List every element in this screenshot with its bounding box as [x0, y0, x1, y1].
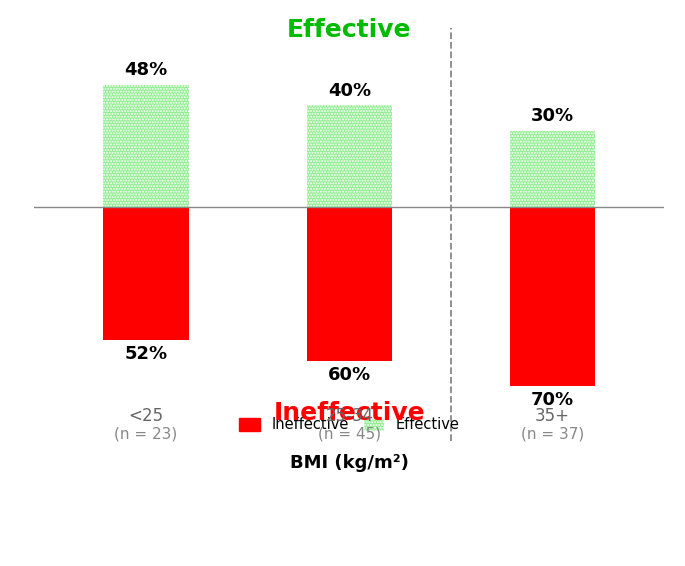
Bar [510, 207, 595, 386]
Text: 60%: 60% [328, 366, 371, 384]
Text: (n = 23): (n = 23) [114, 427, 177, 441]
Legend: Ineffective, Effective: Ineffective, Effective [234, 411, 465, 438]
Text: (n = 37): (n = 37) [521, 427, 584, 441]
Bar [510, 131, 595, 207]
Text: 52%: 52% [125, 345, 168, 363]
Text: 70%: 70% [531, 391, 574, 409]
Text: <25: <25 [129, 408, 164, 426]
Text: (n = 45): (n = 45) [318, 427, 381, 441]
Text: 40%: 40% [328, 82, 371, 100]
Text: 25-34: 25-34 [325, 408, 373, 426]
Text: BMI (kg/m²): BMI (kg/m²) [290, 454, 409, 472]
Text: 30%: 30% [531, 108, 574, 126]
Bar [103, 207, 189, 340]
Text: 35+: 35+ [535, 408, 570, 426]
Bar [103, 84, 189, 207]
Text: Ineffective: Ineffective [273, 401, 425, 425]
Bar [307, 207, 392, 361]
Text: Effective: Effective [287, 18, 412, 42]
Text: 48%: 48% [125, 62, 168, 79]
Bar [307, 105, 392, 207]
